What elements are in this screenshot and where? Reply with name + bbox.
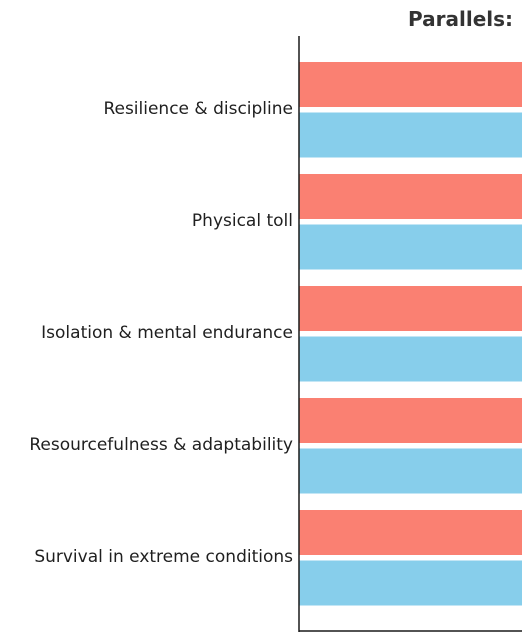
bar-series2-3 — [299, 336, 522, 382]
bar-series2-2 — [299, 224, 522, 270]
category-label-4: Resourcefulness & adaptability — [29, 435, 293, 455]
bar-series1-4 — [299, 398, 522, 443]
bar-series1-5 — [299, 510, 522, 555]
category-label-5: Survival in extreme conditions — [34, 547, 293, 567]
bar-series1-1 — [299, 62, 522, 107]
category-label-3: Isolation & mental endurance — [41, 323, 293, 343]
bar-series2-4 — [299, 448, 522, 494]
category-labels: Resilience & discipline Physical toll Isol… — [29, 99, 293, 567]
category-label-1: Resilience & discipline — [103, 99, 293, 119]
chart-title: Parallels: — [408, 7, 513, 31]
bar-series1-3 — [299, 286, 522, 331]
bar-series2-5 — [299, 560, 522, 606]
bars-group — [299, 62, 522, 606]
category-label-2: Physical toll — [192, 211, 293, 231]
bar-series2-1 — [299, 112, 522, 158]
bar-series1-2 — [299, 174, 522, 219]
